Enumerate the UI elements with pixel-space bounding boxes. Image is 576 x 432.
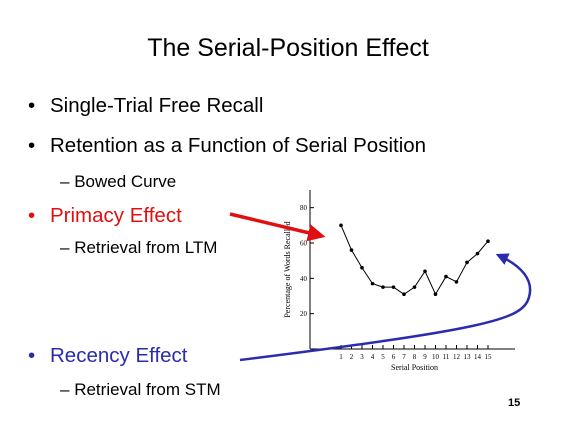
data-point	[486, 239, 490, 244]
y-tick-label: 60	[300, 240, 308, 248]
bullet-recency-effect: • Recency Effect	[28, 344, 188, 368]
y-axis-title: Percentage of Words Recalled	[283, 221, 292, 317]
data-point	[465, 260, 469, 265]
x-tick-label: 10	[432, 353, 440, 361]
data-point	[349, 248, 354, 252]
sub-text: Retrieval from LTM	[74, 238, 218, 257]
y-tick-label: 80	[300, 204, 308, 212]
bullet-primacy-effect: • Primacy Effect	[28, 204, 182, 228]
data-point	[475, 251, 480, 256]
data-point	[423, 269, 427, 274]
x-tick-label: 8	[413, 353, 417, 361]
data-point	[444, 274, 448, 279]
x-tick-label: 5	[381, 353, 385, 361]
bullet-text: Primacy Effect	[50, 204, 182, 227]
sub-retrieval-stm: – Retrieval from STM	[60, 380, 221, 400]
data-point	[381, 285, 385, 289]
x-tick-label: 13	[464, 353, 472, 361]
x-tick-label: 3	[360, 353, 364, 361]
data-point	[412, 285, 417, 289]
bullet-glyph: •	[28, 204, 36, 227]
series-line	[340, 225, 489, 296]
bullet-text: Recency Effect	[50, 344, 188, 367]
sub-text: Bowed Curve	[74, 172, 177, 191]
x-ticks: 1 2 3 4 5 6 7 8 9 10 11 12 13 14 15	[339, 345, 492, 361]
x-tick-label: 12	[453, 353, 461, 361]
y-ticks: 20 40 60 80	[300, 204, 314, 318]
x-axis-title: Serial Position	[391, 363, 438, 372]
x-tick-label: 6	[392, 353, 396, 361]
bullet-retention: • Retention as a Function of Serial Posit…	[28, 134, 426, 158]
data-point	[370, 281, 375, 286]
y-tick-label: 20	[300, 310, 308, 318]
dash-glyph: –	[60, 172, 70, 191]
data-point	[339, 223, 343, 228]
bullet-free-recall: • Single-Trial Free Recall	[28, 94, 263, 118]
x-tick-label: 9	[423, 353, 427, 361]
dash-glyph: –	[60, 238, 70, 257]
x-tick-label: 11	[443, 353, 450, 361]
data-point	[360, 265, 364, 270]
x-tick-label: 4	[371, 353, 375, 361]
bullet-glyph: •	[28, 94, 36, 117]
x-tick-label: 1	[339, 353, 343, 361]
dash-glyph: –	[60, 380, 70, 399]
x-tick-label: 14	[474, 353, 482, 361]
page-number: 15	[508, 397, 521, 409]
bullet-text: Retention as a Function of Serial Positi…	[50, 134, 427, 157]
x-tick-label: 7	[402, 353, 406, 361]
data-point	[402, 292, 406, 297]
x-tick-label: 2	[350, 353, 354, 361]
data-point	[391, 285, 396, 289]
bullet-glyph: •	[28, 344, 36, 367]
data-point	[433, 292, 438, 297]
sub-bowed-curve: – Bowed Curve	[60, 172, 176, 192]
slide-title: The Serial-Position Effect	[147, 34, 429, 62]
x-tick-label: 15	[485, 353, 493, 361]
sub-text: Retrieval from STM	[74, 380, 221, 399]
bullet-glyph: •	[28, 134, 36, 157]
series-points	[339, 223, 490, 297]
sub-retrieval-ltm: – Retrieval from LTM	[60, 238, 217, 258]
data-point	[454, 280, 459, 284]
y-tick-label: 40	[300, 275, 308, 283]
bullet-text: Single-Trial Free Recall	[50, 94, 264, 117]
